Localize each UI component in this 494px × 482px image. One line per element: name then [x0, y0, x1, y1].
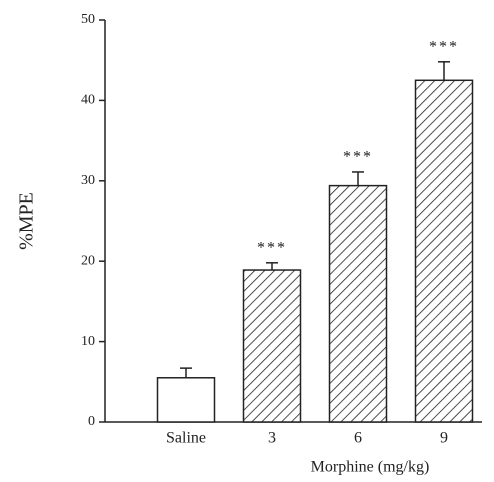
bar [414, 79, 474, 423]
y-tick-label: 50 [81, 12, 95, 27]
y-tick-label: 0 [88, 414, 95, 429]
x-tick-label: Saline [166, 430, 206, 447]
x-tick-label: 6 [354, 430, 362, 447]
significance-label: *** [429, 38, 459, 55]
bar [328, 184, 388, 423]
x-tick-label: 9 [440, 430, 448, 447]
x-axis-label: Morphine (mg/kg) [311, 459, 430, 476]
bar [156, 377, 216, 423]
y-tick-label: 30 [81, 173, 95, 188]
bar [242, 269, 302, 423]
y-tick-label: 20 [81, 253, 95, 268]
significance-label: *** [257, 239, 287, 256]
significance-label: *** [343, 149, 373, 166]
y-axis-label: %MPE [16, 192, 38, 250]
x-tick-label: 3 [268, 430, 276, 447]
y-tick-label: 10 [81, 334, 95, 349]
y-tick-label: 40 [81, 93, 95, 108]
